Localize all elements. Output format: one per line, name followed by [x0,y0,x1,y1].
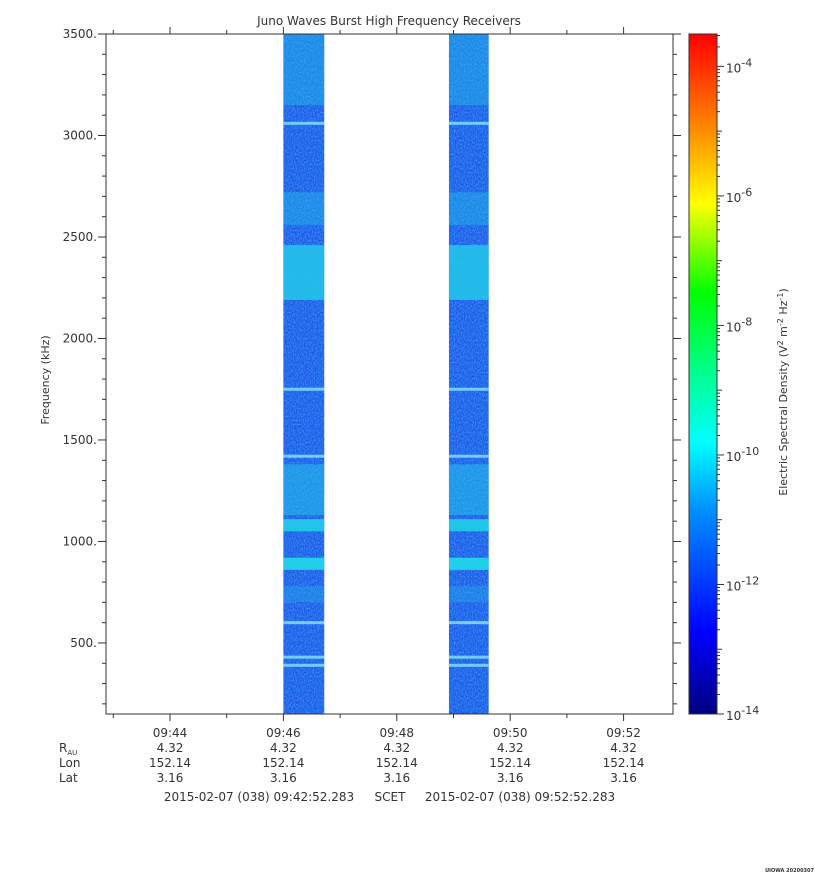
ephemeris-value: 4.32 [270,741,297,755]
colorbar-tick-label: 10-12 [726,574,759,593]
colorbar-label-sup1: 2 [776,340,785,345]
colorbar-gradient [688,33,718,715]
y-tick-label: 1500. [63,433,97,447]
x-tick-label: 09:52 [606,726,641,740]
chart-title: Juno Waves Burst High Frequency Receiver… [256,14,521,28]
colorbar-tick-label: 10-6 [726,186,752,205]
colorbar: 10-4 10-6 10-8 10-10 10-12 10-14 [688,33,759,723]
y-tick-label: 3000. [63,128,97,142]
x-tick-label: 09:48 [379,726,414,740]
ephemeris-value: 3.16 [610,771,637,785]
time-range-start: 2015-02-07 (038) 09:42:52.283 [164,790,354,804]
colorbar-tick-label: 10-8 [726,315,752,334]
y-tick-label: 3500. [63,27,97,41]
time-range-scet: SCET [375,790,407,804]
ephemeris-value: 152.14 [376,756,418,770]
ephemeris-table: RAU 4.32 4.32 4.32 4.32 4.32 Lon 152.14 152.14 15… [59,741,645,785]
x-tick-label: 09:44 [153,726,188,740]
y-tick-label: 2000. [63,331,97,345]
ephemeris-value: 4.32 [157,741,184,755]
x-axis: 09:44 09:46 09:48 09:50 09:52 [112,27,641,740]
ephemeris-value: 3.16 [270,771,297,785]
colorbar-label-main: Electric Spectral Density (V [777,345,790,496]
ephemeris-row-label: RAU [59,741,77,757]
burst-texture [448,34,489,714]
ephemeris-row-label: Lat [59,771,78,785]
x-tick-label: 09:46 [266,726,301,740]
burst-1 [283,34,325,714]
ephemeris-value: 3.16 [497,771,524,785]
colorbar-label-mid: m [777,326,790,340]
y-tick-label: 500. [70,636,97,650]
y-axis: 3500. 3000. 2500. 2000. 1500. 1000. 500. [63,27,681,705]
ephemeris-value: 3.16 [157,771,184,785]
ephemeris-value: 4.32 [610,741,637,755]
y-axis-label: Frequency (kHz) [39,335,52,424]
colorbar-label-sup2: -2 [776,318,785,326]
burst-texture [283,34,325,714]
ephemeris-value: 4.32 [497,741,524,755]
ephemeris-value: 152.14 [489,756,531,770]
colorbar-tick-label: 10-4 [726,56,752,75]
ephemeris-value: 152.14 [262,756,304,770]
colorbar-label-sup3: -1 [776,293,785,301]
colorbar-tick-label: 10-14 [726,704,759,723]
colorbar-tick-label: 10-10 [726,445,759,464]
y-tick-label: 2500. [63,230,97,244]
colorbar-label-end: ) [777,288,790,292]
burst-2 [448,34,489,714]
plot-frame [105,33,674,715]
ephemeris-value: 152.14 [603,756,645,770]
ephemeris-value: 3.16 [383,771,410,785]
ephemeris-row-label: Lon [59,756,80,770]
ephemeris-value: 4.32 [383,741,410,755]
colorbar-label-mid2: Hz [777,300,790,318]
ephemeris-value: 152.14 [149,756,191,770]
colorbar-label: Electric Spectral Density (V2 m-2 Hz-1) [776,288,791,495]
uiowa-stamp: UIOWA 20200307 [765,868,814,874]
x-tick-label: 09:50 [493,726,528,740]
plot-area [283,34,489,714]
y-tick-label: 1000. [63,534,97,548]
time-range-end: 2015-02-07 (038) 09:52:52.283 [425,790,615,804]
